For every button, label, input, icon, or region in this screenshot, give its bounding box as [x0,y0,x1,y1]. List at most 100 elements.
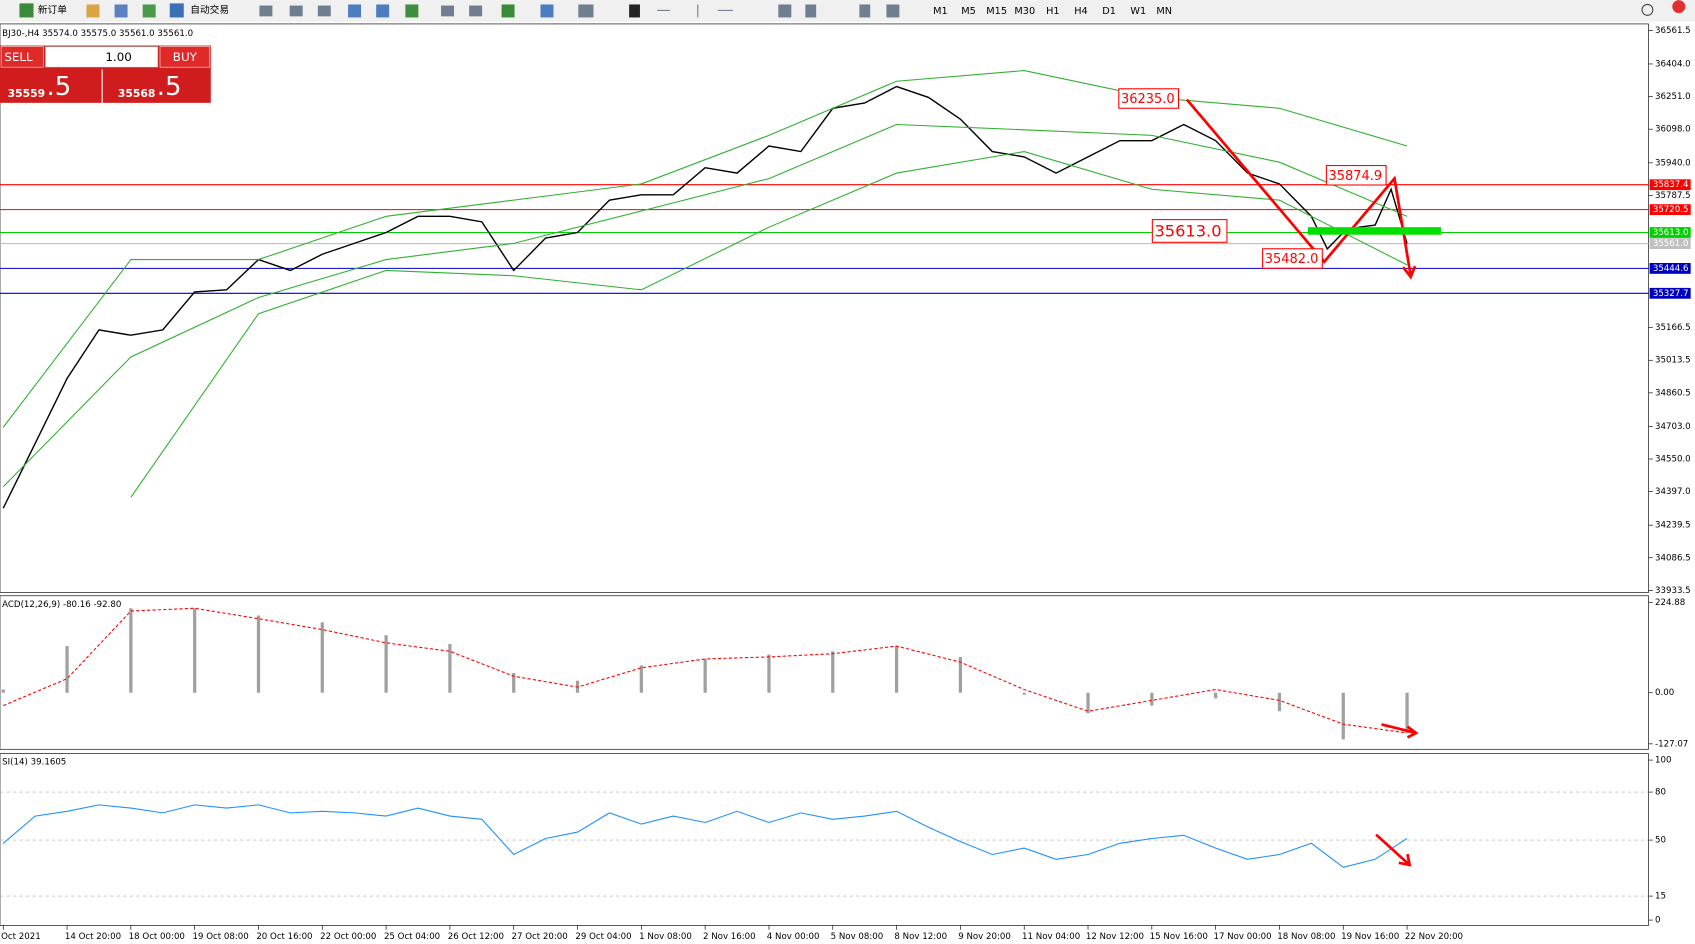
timeframe[interactable]: D1 [1102,6,1116,17]
macd-bar [1277,692,1282,712]
price-callout-label: 35613.0 [1155,222,1222,241]
macd-bar [193,608,197,693]
main-panel [0,23,1649,593]
sell-button[interactable] [0,46,44,68]
icon[interactable] [86,4,100,18]
level-label: 35327.7 [1653,289,1689,299]
timeframe[interactable]: M1 [933,6,948,17]
level-label: 35837.4 [1653,180,1689,190]
timeframe[interactable]: MN [1156,6,1172,17]
y-tick-label: 0.00 [1655,688,1674,698]
macd-bar [894,646,899,693]
y-tick-label: 34550.0 [1655,455,1691,465]
x-tick-label: 22 Oct 00:00 [320,932,376,942]
macd-bar [65,646,69,693]
macd-bar [1022,692,1026,695]
y-tick-label: 80 [1655,788,1666,798]
icon[interactable] [114,4,128,18]
y-tick-label: 33933.5 [1655,586,1691,596]
y-tick-label: 36561.5 [1655,26,1691,36]
macd-bar [1150,692,1154,706]
macd-bar [512,673,516,693]
price-callout [1118,88,1180,109]
y-tick-label: 36251.0 [1655,92,1691,102]
price-callout [1262,248,1323,269]
y-tick-label: 34860.5 [1655,388,1691,398]
x-tick-label: 17 Nov 00:00 [1213,932,1271,942]
y-tick-label: 224.88 [1655,598,1685,608]
buy-button[interactable] [159,46,210,68]
level-tag [1649,204,1691,216]
bid-price: 35559 [8,87,46,100]
timeframe[interactable]: M30 [1014,6,1035,17]
level-tag [1649,238,1691,249]
icon[interactable] [19,3,34,18]
panel-title: ACD(12,26,9) -80.16 -92.80 [2,600,121,610]
new-order[interactable]: 新订单 [38,3,67,16]
macd-bar [1405,692,1409,733]
toolbar-icons [259,0,1686,18]
sell-label[interactable]: SELL [4,50,33,64]
x-tick-label: 18 Nov 08:00 [1277,932,1335,942]
trade-panel: SELL 1.00 BUY 35559 .5 35568 .5 [0,45,211,103]
macd-bar [448,644,452,693]
y-tick-label: 35013.5 [1655,356,1691,366]
timeframe[interactable]: H1 [1046,6,1060,17]
y-tick-label: 50 [1655,836,1666,846]
level-tag [1649,179,1691,191]
x-tick-label: Oct 2021 [1,932,41,942]
price-callout-label: 35874.9 [1329,169,1383,184]
x-tick-label: 2 Nov 16:00 [703,932,756,942]
series-line [130,150,1408,498]
x-tick-label: 18 Oct 00:00 [129,932,185,942]
icon[interactable] [142,4,156,18]
x-tick-label: 1 Nov 08:00 [639,932,692,942]
rsi-panel [0,753,1649,926]
macd-bar [384,635,388,693]
y-tick-label: 34397.0 [1655,487,1691,497]
series-line [2,85,1408,509]
lot[interactable]: 1.00 [105,50,131,64]
bid-pips: .5 [46,72,71,102]
y-tick-label: 35787.5 [1655,191,1691,201]
timeframe[interactable]: M5 [961,6,976,17]
level-label: 35561.0 [1653,239,1689,249]
panel-title: BJ30-,H4 35574.0 35575.0 35561.0 35561.0 [2,29,193,39]
x-tick-label: 8 Nov 12:00 [894,932,947,942]
y-tick-label: 34703.0 [1655,422,1691,432]
x-tick-label: 12 Nov 12:00 [1086,932,1144,942]
x-tick-label: 5 Nov 08:00 [831,932,884,942]
macd-bar [320,622,324,693]
y-tick-label: -127.07 [1655,739,1688,749]
timeframe[interactable]: M15 [986,6,1007,17]
x-tick-label: 29 Oct 04:00 [575,932,631,942]
y-tick-label: 100 [1655,756,1671,766]
level-tag [1649,287,1691,299]
x-tick-label: 15 Nov 16:00 [1150,932,1208,942]
x-tick-label: 4 Nov 00:00 [767,932,820,942]
lot-box[interactable] [45,46,159,68]
level-label: 35720.5 [1653,205,1689,215]
price-callout-label: 35482.0 [1265,252,1319,267]
buy-label[interactable]: BUY [173,50,198,64]
x-tick-label: 26 Oct 12:00 [448,932,504,942]
level-tag [1649,227,1691,238]
macd-bar [1341,692,1345,740]
x-tick-label: 20 Oct 16:00 [256,932,312,942]
y-tick-label: 15 [1655,892,1666,902]
divider [101,69,103,103]
auto-trade[interactable]: 自动交易 [190,3,229,16]
y-tick-label: 35166.5 [1655,323,1691,333]
timeframe[interactable]: W1 [1130,6,1146,17]
macd-bar [958,656,963,693]
x-tick-label: 22 Nov 20:00 [1405,932,1463,942]
macd-bar [639,665,643,693]
level-tag [1649,262,1691,274]
price-callout [1151,219,1228,243]
timeframe[interactable]: H4 [1074,6,1088,17]
macd-bar [703,658,707,693]
icon[interactable] [169,3,184,18]
y-tick-label: 36404.0 [1655,59,1691,69]
x-tick-label: 25 Oct 04:00 [384,932,440,942]
